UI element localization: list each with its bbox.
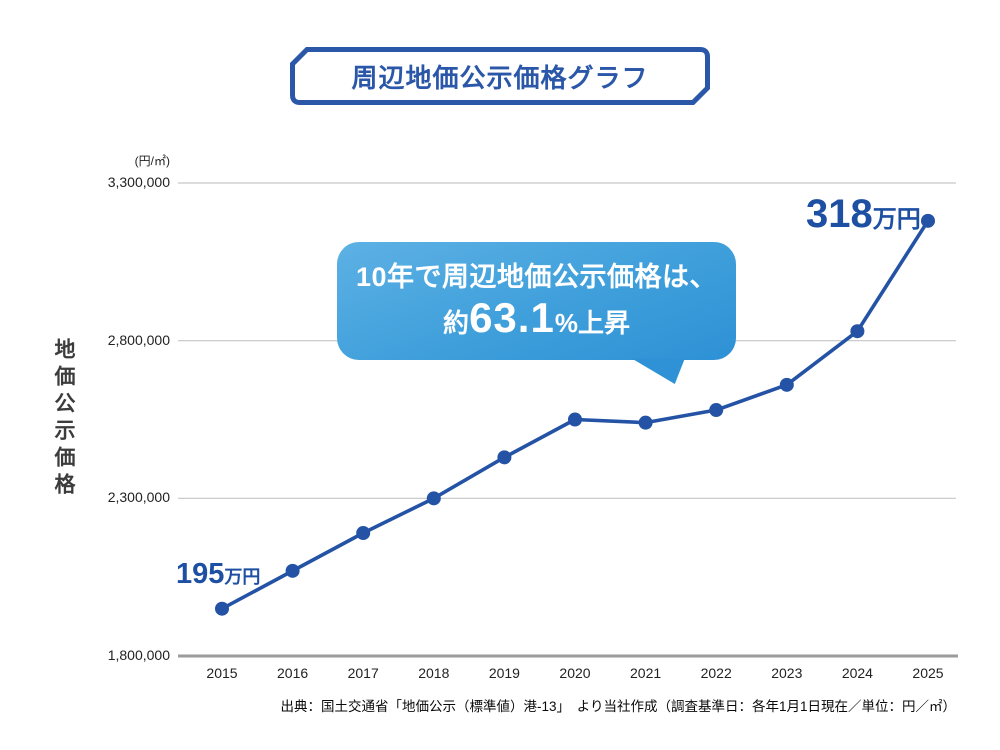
y-tick-label-2,300,000: 2,300,000	[107, 489, 170, 506]
y-axis-unit: (円/㎡)	[134, 154, 170, 168]
page-title: 周辺地価公示価格グラフ	[351, 62, 649, 93]
data-point-2017	[356, 526, 371, 541]
data-point-2018	[426, 491, 441, 506]
x-tick-label-2020: 2020	[559, 665, 591, 681]
title-box-border	[290, 47, 710, 105]
data-point-2023	[779, 377, 794, 392]
x-tick-label-2018: 2018	[418, 665, 450, 681]
callout-prefix: 約	[443, 307, 470, 338]
data-point-2015	[215, 601, 229, 616]
data-point-2022	[709, 403, 724, 418]
y-tick-label-3,300,000: 3,300,000	[107, 174, 170, 190]
x-tick-label-2021: 2021	[630, 665, 662, 681]
data-point-2020	[568, 412, 582, 427]
x-tick-label-2023: 2023	[771, 665, 803, 681]
callout-percent-sign: %	[554, 307, 578, 338]
callout-line2: 約 63.1% 上昇	[443, 293, 630, 341]
data-point-2019	[497, 450, 512, 465]
y-tick-label-2,800,000: 2,800,000	[107, 331, 170, 348]
x-tick-label-2015: 2015	[206, 665, 238, 681]
end-value-unit: 万円	[872, 206, 921, 233]
x-tick-label-2017: 2017	[347, 665, 379, 681]
chart-title-box: 周辺地価公示価格グラフ	[290, 47, 710, 105]
x-tick-label-2022: 2022	[700, 665, 732, 681]
callout-percentage: 63.1	[469, 293, 555, 341]
y-axis-title: 地価公示価格	[52, 338, 75, 500]
data-point-2024	[850, 324, 865, 339]
data-point-2016	[285, 563, 300, 578]
callout-line1: 10年で周辺地価公示価格は、	[355, 262, 718, 293]
x-tick-label-2016: 2016	[277, 665, 309, 681]
start-value-number: 195	[176, 558, 225, 590]
callout-bubble: 10年で周辺地価公示価格は、 約 63.1% 上昇	[337, 242, 736, 384]
x-tick-label-2019: 2019	[488, 665, 520, 681]
data-point-2025	[921, 213, 935, 228]
y-tick-label-1,800,000: 1,800,000	[107, 647, 170, 663]
end-value-number: 318	[806, 192, 873, 236]
x-tick-label-2024: 2024	[841, 665, 873, 681]
x-tick-label-2025: 2025	[912, 665, 944, 681]
start-value-unit: 万円	[224, 567, 261, 587]
source-citation: 出典：国土交通省「地価公示（標準値）港-13」 より当社作成（調査基準日：各年1…	[280, 699, 956, 714]
callout-suffix: 上昇	[577, 307, 630, 338]
end-value-label: 318万円	[806, 192, 921, 237]
start-value-label: 195万円	[176, 558, 260, 591]
data-point-2021	[638, 415, 653, 430]
